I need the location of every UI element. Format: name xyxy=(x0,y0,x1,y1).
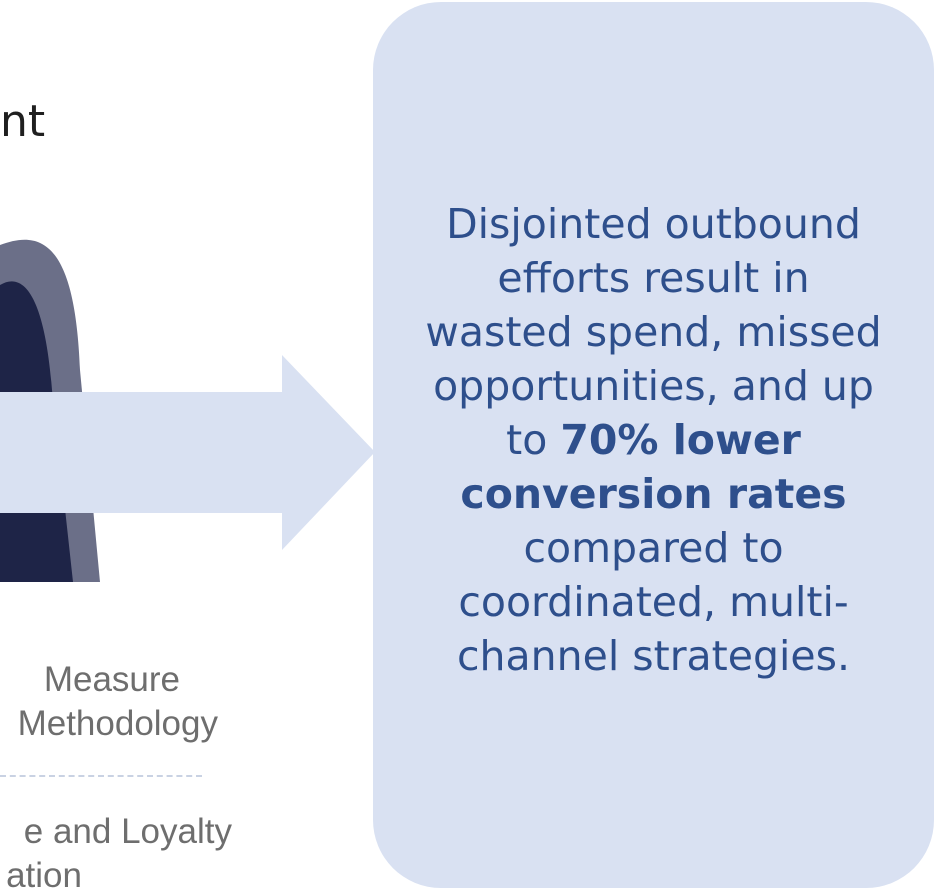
right-arrow-shape xyxy=(0,355,375,550)
callout-text: Disjointed outbound efforts result in wa… xyxy=(424,197,884,683)
dashed-divider xyxy=(0,775,202,777)
callout-box: Disjointed outbound efforts result in wa… xyxy=(373,2,934,888)
loyalty-label-line1: e and Loyalty xyxy=(23,812,232,851)
callout-text-bold: 70% lower conversion rates xyxy=(460,416,847,518)
measure-methodology-label: Measure Methodology xyxy=(0,658,218,746)
heading-fragment: nt xyxy=(0,96,46,147)
callout-text-after: compared to coordinated, multi-channel s… xyxy=(456,524,851,680)
measure-label-line2: Methodology xyxy=(17,704,218,743)
loyalty-label-line2: ation xyxy=(6,856,82,892)
loyalty-label: e and Loyalty ation xyxy=(0,810,232,892)
bell-curve-graphic xyxy=(0,239,375,582)
measure-label-line1: Measure xyxy=(43,660,180,699)
callout-text-before: Disjointed outbound efforts result in wa… xyxy=(425,200,882,464)
